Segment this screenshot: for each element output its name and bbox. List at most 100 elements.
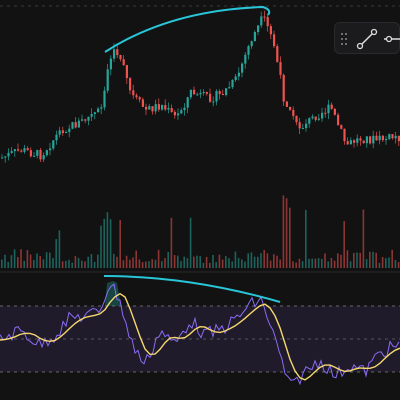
volume-bar bbox=[221, 259, 224, 268]
candle-body bbox=[49, 148, 52, 151]
volume-bar bbox=[317, 258, 320, 268]
candle-body bbox=[26, 148, 29, 151]
volume-bar bbox=[10, 255, 13, 268]
candle-body bbox=[189, 89, 192, 98]
candle-body bbox=[129, 78, 132, 91]
candlesticks[interactable] bbox=[1, 10, 400, 163]
rsi-band bbox=[0, 306, 400, 372]
volume-bar bbox=[145, 261, 147, 268]
candle-body bbox=[289, 106, 292, 110]
volume-bar bbox=[189, 217, 192, 268]
volume-bar bbox=[33, 259, 35, 268]
volume-bar bbox=[23, 260, 25, 268]
volume-bar bbox=[87, 256, 89, 268]
candle-body bbox=[132, 90, 135, 96]
volume-bar bbox=[65, 260, 67, 268]
volume-bar bbox=[148, 261, 150, 268]
volume-bars bbox=[1, 195, 400, 268]
volume-bar bbox=[167, 251, 169, 268]
candle-body bbox=[250, 41, 253, 47]
volume-bar bbox=[215, 262, 217, 268]
volume-bar bbox=[372, 251, 374, 268]
volume-bar bbox=[295, 262, 297, 268]
volume-bar bbox=[36, 253, 38, 268]
candle-body bbox=[52, 140, 55, 149]
volume-bar bbox=[61, 261, 64, 268]
volume-bar bbox=[26, 250, 29, 268]
volume-bar bbox=[369, 251, 371, 268]
horizontal-ray-icon[interactable] bbox=[381, 27, 400, 51]
candle-body bbox=[177, 113, 180, 116]
candle-body bbox=[295, 115, 298, 123]
volume-bar bbox=[305, 209, 307, 268]
volume-bar bbox=[116, 256, 118, 268]
candle-body bbox=[298, 122, 301, 129]
volume-bar bbox=[29, 254, 32, 268]
candle-body bbox=[39, 149, 42, 160]
volume-bar bbox=[183, 256, 185, 268]
volume-bar bbox=[327, 261, 329, 268]
candle-body bbox=[151, 106, 154, 112]
volume-bar bbox=[81, 260, 83, 268]
volume-bar bbox=[362, 209, 365, 268]
candle-body bbox=[7, 152, 10, 157]
volume-bar bbox=[359, 252, 361, 268]
candle-body bbox=[253, 32, 256, 42]
price-highs-arc[interactable] bbox=[104, 5, 271, 53]
candle-body bbox=[106, 69, 109, 91]
volume-bar bbox=[13, 249, 16, 268]
candle-body bbox=[321, 112, 324, 119]
candle-body bbox=[394, 135, 397, 139]
candle-body bbox=[234, 76, 237, 81]
volume-bar bbox=[231, 261, 233, 268]
volume-bar bbox=[266, 253, 269, 268]
volume-bar bbox=[39, 256, 41, 268]
candle-body bbox=[292, 109, 295, 116]
volume-bar bbox=[186, 258, 189, 268]
volume-bar bbox=[103, 218, 105, 268]
candle-body bbox=[77, 120, 80, 128]
candle-body bbox=[247, 46, 250, 55]
volume-bar bbox=[164, 258, 166, 268]
candle-body bbox=[397, 135, 400, 142]
candle-body bbox=[113, 49, 116, 59]
candle-body bbox=[276, 46, 279, 63]
candle-body bbox=[90, 114, 93, 117]
candle-body bbox=[164, 104, 167, 110]
volume-bar bbox=[349, 261, 352, 268]
candle-body bbox=[29, 150, 32, 157]
candle-body bbox=[61, 130, 64, 134]
candle-body bbox=[180, 110, 183, 114]
candle-body bbox=[314, 116, 317, 120]
volume-bar bbox=[199, 256, 201, 268]
rsi-highs-arc[interactable] bbox=[103, 275, 281, 303]
volume-bar bbox=[132, 257, 134, 268]
volume-bar bbox=[301, 261, 304, 268]
candle-body bbox=[10, 151, 13, 153]
candle-body bbox=[87, 116, 90, 121]
volume-bar bbox=[122, 260, 125, 268]
volume-bar bbox=[257, 256, 259, 268]
volume-bar bbox=[340, 254, 342, 268]
volume-bar bbox=[17, 257, 19, 268]
volume-bar bbox=[282, 195, 285, 268]
volume-bar bbox=[129, 259, 131, 268]
volume-bar bbox=[135, 250, 137, 268]
candle-body bbox=[218, 91, 221, 94]
volume-bar bbox=[353, 253, 355, 268]
volume-bar bbox=[385, 258, 387, 268]
candle-body bbox=[157, 104, 160, 110]
candle-body bbox=[135, 95, 138, 98]
volume-bar bbox=[346, 250, 349, 268]
volume-bar bbox=[237, 257, 240, 268]
volume-bar bbox=[244, 261, 246, 268]
volume-bar bbox=[125, 255, 128, 268]
candle-body bbox=[125, 65, 128, 79]
volume-bar bbox=[173, 255, 176, 268]
candle-body bbox=[221, 93, 224, 96]
trend-line-icon[interactable] bbox=[355, 27, 379, 51]
drag-handle-icon[interactable] bbox=[340, 32, 348, 46]
candle-body bbox=[356, 138, 359, 143]
candle-body bbox=[196, 94, 199, 96]
